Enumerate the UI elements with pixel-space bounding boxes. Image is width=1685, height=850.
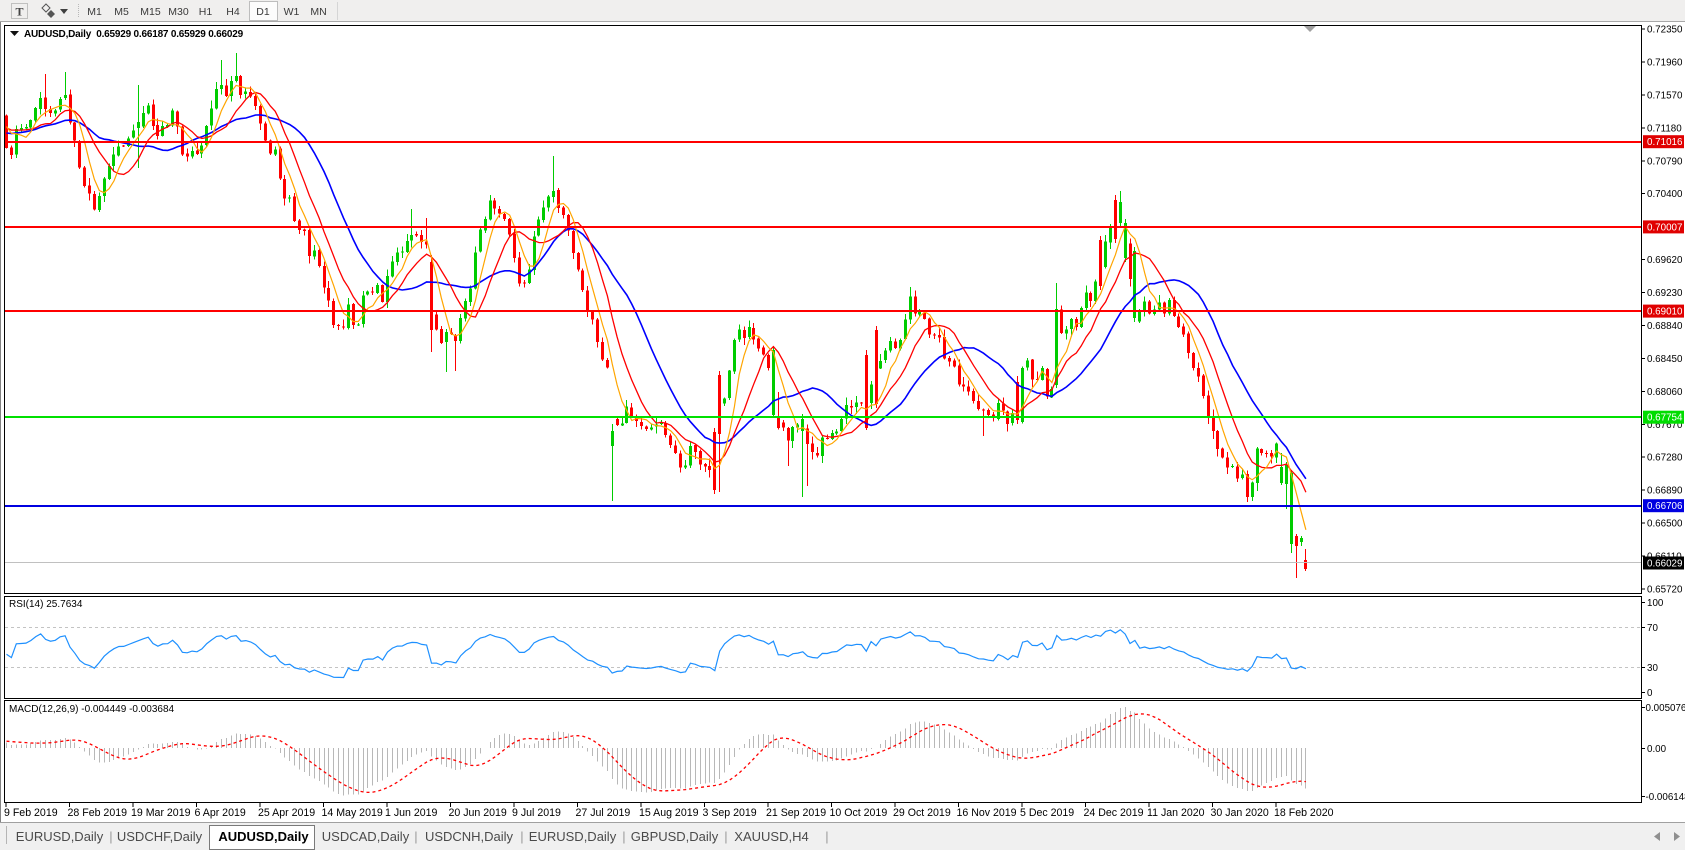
svg-text:0.67754: 0.67754	[1647, 413, 1683, 424]
svg-text:M5: M5	[114, 6, 129, 18]
svg-text:0.005076: 0.005076	[1646, 703, 1685, 714]
svg-text:M1: M1	[87, 6, 102, 18]
svg-text:0: 0	[1647, 688, 1653, 699]
svg-text:EURUSD,Daily: EURUSD,Daily	[529, 829, 617, 844]
svg-text:21 Sep 2019: 21 Sep 2019	[766, 807, 826, 819]
svg-text:11 Jan 2020: 11 Jan 2020	[1147, 807, 1205, 819]
svg-text:3 Sep 2019: 3 Sep 2019	[703, 807, 757, 819]
svg-text:0.67280: 0.67280	[1647, 453, 1683, 464]
svg-text:0.69010: 0.69010	[1647, 307, 1683, 318]
svg-text:0.72350: 0.72350	[1647, 25, 1683, 36]
svg-text:16 Nov 2019: 16 Nov 2019	[957, 807, 1017, 819]
svg-text:0.66706: 0.66706	[1647, 501, 1683, 512]
svg-text:28 Feb 2019: 28 Feb 2019	[68, 807, 128, 819]
svg-text:1 Jun 2019: 1 Jun 2019	[385, 807, 438, 819]
svg-text:0.70007: 0.70007	[1647, 222, 1682, 233]
svg-text:9 Feb 2019: 9 Feb 2019	[4, 807, 58, 819]
svg-text:14 May 2019: 14 May 2019	[322, 807, 383, 819]
svg-text:M15: M15	[140, 6, 161, 18]
svg-text:GBPUSD,Daily: GBPUSD,Daily	[631, 829, 719, 844]
svg-text:T: T	[15, 5, 23, 19]
svg-text:0.71570: 0.71570	[1647, 90, 1683, 101]
svg-text:0.68450: 0.68450	[1647, 354, 1683, 365]
svg-text:0.69230: 0.69230	[1647, 288, 1683, 299]
svg-text:-0.006148: -0.006148	[1646, 792, 1685, 803]
svg-text:H4: H4	[226, 6, 240, 18]
svg-text:0.69620: 0.69620	[1647, 255, 1683, 266]
svg-text:EURUSD,Daily: EURUSD,Daily	[16, 829, 104, 844]
svg-text:24 Dec 2019: 24 Dec 2019	[1084, 807, 1144, 819]
svg-text:70: 70	[1647, 623, 1658, 634]
svg-text:6 Apr 2019: 6 Apr 2019	[195, 807, 246, 819]
svg-text:|: |	[414, 829, 417, 844]
svg-text:XAUUSD,H4: XAUUSD,H4	[734, 829, 808, 844]
svg-text:|: |	[724, 829, 727, 844]
svg-text:18 Feb 2020: 18 Feb 2020	[1274, 807, 1334, 819]
svg-text:USDCHF,Daily: USDCHF,Daily	[117, 829, 203, 844]
svg-text:MN: MN	[310, 6, 326, 18]
svg-text:10 Oct 2019: 10 Oct 2019	[830, 807, 888, 819]
svg-text:5 Dec 2019: 5 Dec 2019	[1020, 807, 1074, 819]
svg-text:MACD(12,26,9) -0.004449 -0.003: MACD(12,26,9) -0.004449 -0.003684	[9, 704, 175, 715]
svg-text:9 Jul 2019: 9 Jul 2019	[512, 807, 561, 819]
svg-text:0.70790: 0.70790	[1647, 156, 1683, 167]
svg-text:0.67670: 0.67670	[1647, 420, 1683, 431]
svg-text:0.00: 0.00	[1647, 744, 1667, 755]
svg-text:USDCAD,Daily: USDCAD,Daily	[322, 829, 410, 844]
svg-text:0.66890: 0.66890	[1647, 486, 1683, 497]
svg-text:RSI(14) 25.7634: RSI(14) 25.7634	[9, 599, 83, 610]
svg-text:0.65720: 0.65720	[1647, 585, 1683, 596]
svg-text:27 Jul 2019: 27 Jul 2019	[576, 807, 631, 819]
svg-text:0.66500: 0.66500	[1647, 519, 1683, 530]
svg-text:0.71180: 0.71180	[1647, 123, 1682, 134]
svg-text:|: |	[109, 829, 112, 844]
svg-text:20 Jun 2019: 20 Jun 2019	[449, 807, 507, 819]
svg-text:USDCNH,Daily: USDCNH,Daily	[425, 829, 514, 844]
svg-text:25 Apr 2019: 25 Apr 2019	[258, 807, 315, 819]
svg-text:AUDUSD,Daily: AUDUSD,Daily	[218, 829, 309, 844]
svg-text:H1: H1	[199, 6, 213, 18]
svg-text:0.68840: 0.68840	[1647, 321, 1683, 332]
svg-text:0.66029: 0.66029	[1647, 559, 1682, 570]
svg-text:15 Aug 2019: 15 Aug 2019	[639, 807, 699, 819]
svg-text:30 Jan 2020: 30 Jan 2020	[1211, 807, 1269, 819]
svg-text:D1: D1	[256, 6, 270, 18]
svg-text:M30: M30	[168, 6, 189, 18]
svg-text:0.71016: 0.71016	[1647, 137, 1683, 148]
svg-text:100: 100	[1647, 598, 1664, 609]
svg-text:30: 30	[1647, 663, 1658, 674]
svg-text:0.70400: 0.70400	[1647, 189, 1683, 200]
svg-text:29 Oct 2019: 29 Oct 2019	[893, 807, 951, 819]
svg-text:|: |	[520, 829, 523, 844]
svg-text:W1: W1	[284, 6, 300, 18]
svg-text:AUDUSD,Daily 0.65929 0.66187: AUDUSD,Daily 0.65929 0.66187 0.65929 0.6…	[24, 29, 244, 40]
svg-text:0.71960: 0.71960	[1647, 57, 1683, 68]
svg-text:|: |	[622, 829, 625, 844]
svg-text:|: |	[825, 829, 828, 844]
svg-text:19 Mar 2019: 19 Mar 2019	[131, 807, 191, 819]
svg-text:0.68060: 0.68060	[1647, 387, 1683, 398]
